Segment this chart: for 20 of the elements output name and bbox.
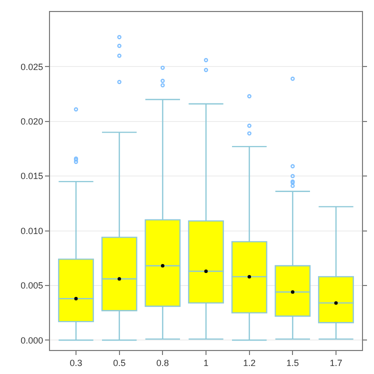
x-tick-label: 1 (203, 358, 209, 368)
point (334, 301, 338, 305)
point (290, 290, 294, 294)
point (118, 277, 122, 281)
x-tick-label: 0.3 (70, 358, 82, 368)
y-tick-label: 0.005 (20, 280, 44, 291)
y-tick-label: 0.020 (20, 116, 44, 127)
y-tick-label: 0.015 (20, 171, 44, 182)
x-tick-label: 1.5 (286, 358, 299, 368)
x-tick-label: 0.8 (156, 358, 169, 368)
y-tick-label: 0.010 (20, 226, 44, 236)
x-tick-label: 1.2 (243, 358, 256, 368)
point (248, 274, 252, 278)
point (74, 296, 78, 300)
y-tick-label: 0.000 (20, 335, 44, 346)
point (204, 269, 208, 273)
x-tick-label: 0.5 (113, 358, 126, 368)
x-tick-label: 1.7 (330, 358, 342, 368)
y-tick-label: 0.025 (20, 62, 44, 72)
point (160, 264, 164, 268)
